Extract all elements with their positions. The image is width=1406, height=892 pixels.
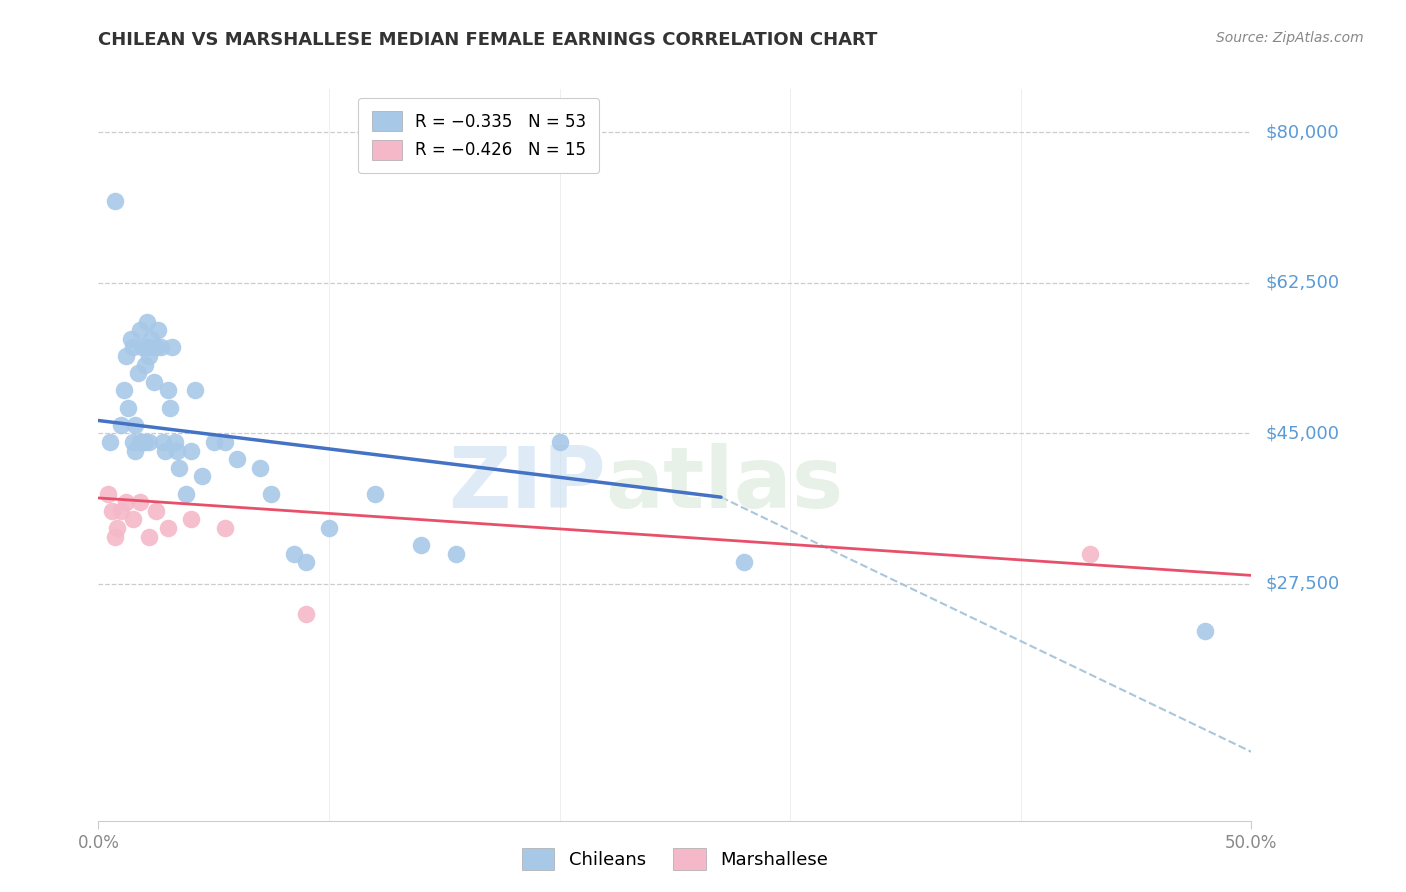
Point xyxy=(249,460,271,475)
Point xyxy=(115,349,138,363)
Point xyxy=(174,486,197,500)
Point xyxy=(295,607,318,621)
Point xyxy=(1194,624,1216,639)
Point xyxy=(134,435,156,450)
Point xyxy=(142,375,165,389)
Point xyxy=(112,384,135,398)
Point xyxy=(98,435,121,450)
Point xyxy=(131,435,153,450)
Point xyxy=(117,401,139,415)
Point xyxy=(149,340,172,354)
Point xyxy=(444,547,467,561)
Point xyxy=(134,358,156,372)
Point xyxy=(138,435,160,450)
Point xyxy=(260,486,283,500)
Point xyxy=(548,435,571,450)
Point xyxy=(122,512,145,526)
Text: $27,500: $27,500 xyxy=(1265,575,1340,593)
Point xyxy=(156,384,179,398)
Text: $45,000: $45,000 xyxy=(1265,425,1340,442)
Point xyxy=(103,530,125,544)
Point xyxy=(141,332,163,346)
Point xyxy=(122,435,145,450)
Point xyxy=(101,504,124,518)
Point xyxy=(131,340,153,354)
Point xyxy=(225,452,247,467)
Point xyxy=(184,384,207,398)
Point xyxy=(364,486,387,500)
Point xyxy=(411,538,433,552)
Point xyxy=(733,556,755,570)
Point xyxy=(180,512,202,526)
Point xyxy=(167,460,190,475)
Text: Source: ZipAtlas.com: Source: ZipAtlas.com xyxy=(1216,31,1364,45)
Point xyxy=(105,521,128,535)
Point xyxy=(122,340,145,354)
Point xyxy=(318,521,340,535)
Point xyxy=(129,495,152,509)
Point xyxy=(163,435,186,450)
Point xyxy=(159,401,181,415)
Point xyxy=(110,417,132,432)
Point xyxy=(191,469,214,483)
Point xyxy=(148,323,170,337)
Legend: Chileans, Marshallese: Chileans, Marshallese xyxy=(515,841,835,878)
Text: CHILEAN VS MARSHALLESE MEDIAN FEMALE EARNINGS CORRELATION CHART: CHILEAN VS MARSHALLESE MEDIAN FEMALE EAR… xyxy=(98,31,877,49)
Point xyxy=(138,349,160,363)
Text: ZIP: ZIP xyxy=(449,442,606,525)
Point xyxy=(103,194,125,208)
Point xyxy=(97,486,120,500)
Point xyxy=(152,435,174,450)
Point xyxy=(145,504,167,518)
Point xyxy=(135,314,157,328)
Point xyxy=(1078,547,1101,561)
Point xyxy=(110,504,132,518)
Text: $62,500: $62,500 xyxy=(1265,274,1340,292)
Point xyxy=(180,443,202,458)
Point xyxy=(295,556,318,570)
Point xyxy=(120,332,142,346)
Point xyxy=(156,521,179,535)
Point xyxy=(124,417,146,432)
Point xyxy=(115,495,138,509)
Point xyxy=(135,340,157,354)
Text: $80,000: $80,000 xyxy=(1265,123,1339,141)
Point xyxy=(155,443,177,458)
Point xyxy=(160,340,183,354)
Point xyxy=(166,443,188,458)
Point xyxy=(124,443,146,458)
Point xyxy=(283,547,305,561)
Point xyxy=(129,435,152,450)
Point xyxy=(145,340,167,354)
Point xyxy=(127,366,149,380)
Point xyxy=(129,323,152,337)
Text: atlas: atlas xyxy=(606,442,844,525)
Point xyxy=(214,435,236,450)
Point xyxy=(214,521,236,535)
Point xyxy=(202,435,225,450)
Point xyxy=(138,530,160,544)
